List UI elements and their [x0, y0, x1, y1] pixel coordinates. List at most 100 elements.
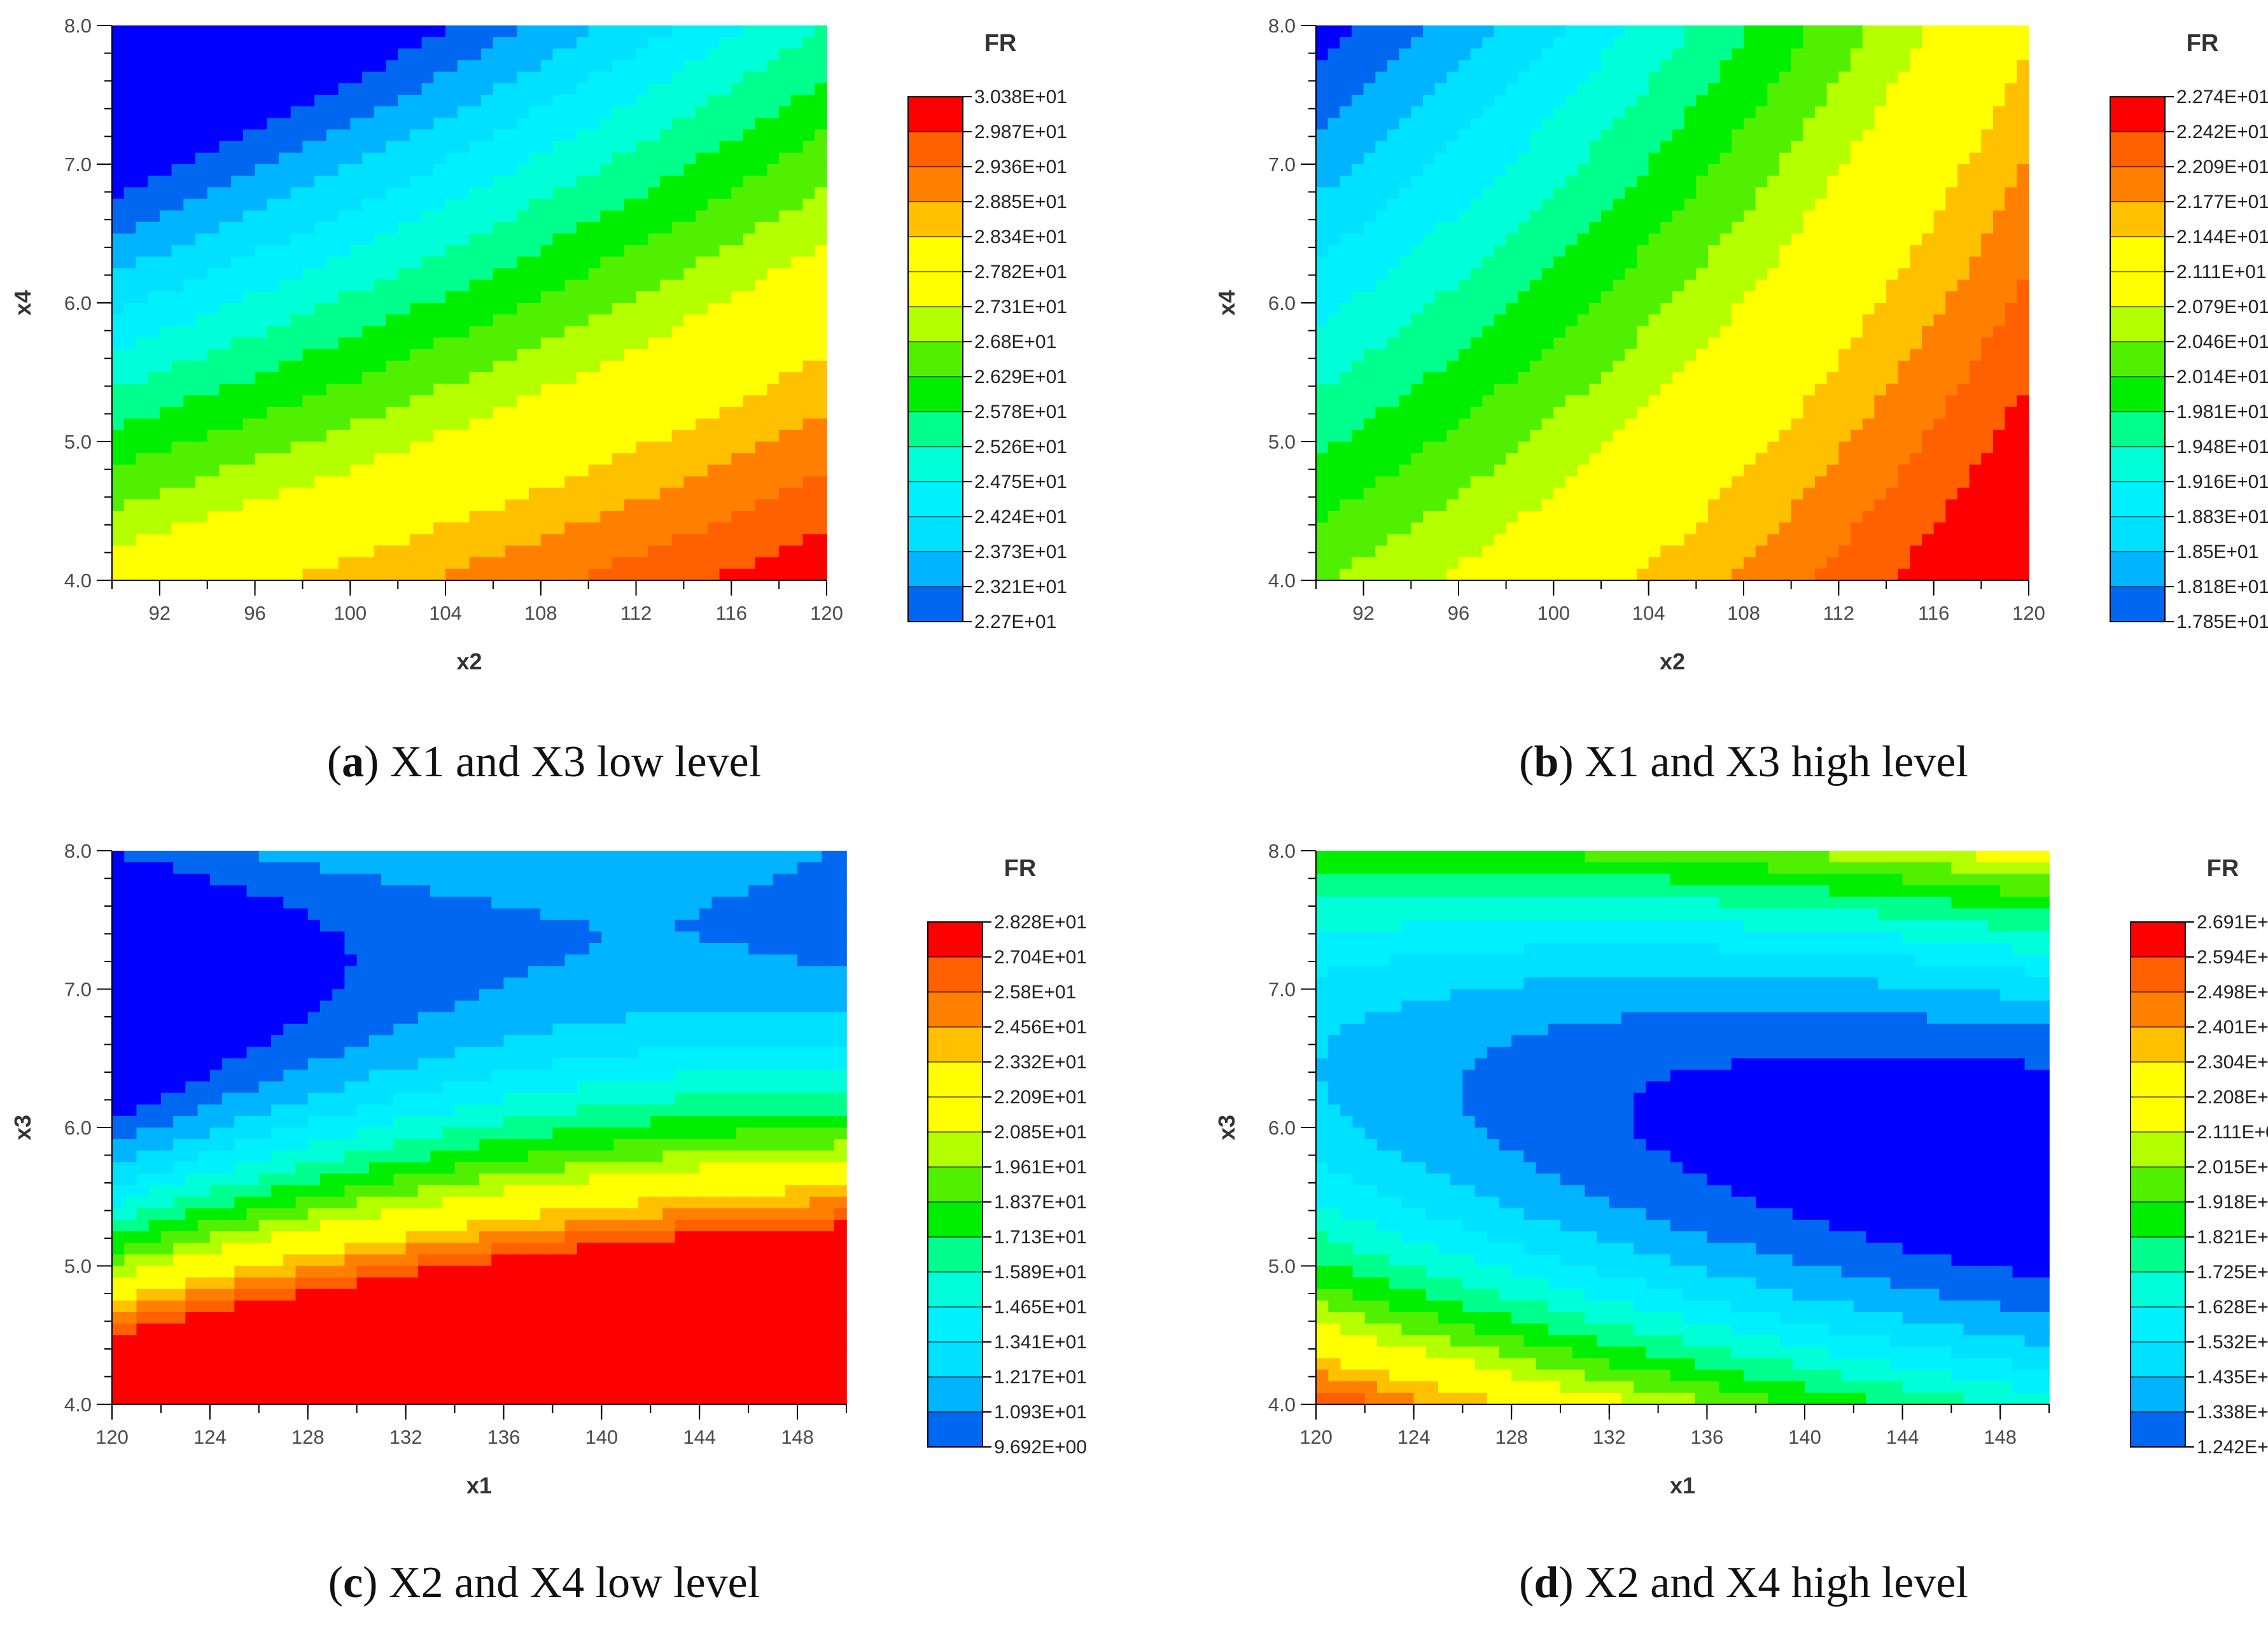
contour-cell — [290, 314, 304, 327]
contour-cell — [421, 48, 435, 61]
contour-cell — [815, 71, 827, 84]
contour-cell — [1470, 129, 1483, 142]
contour-cell — [529, 71, 542, 84]
contour-cell — [1826, 48, 1840, 61]
contour-cell — [1530, 83, 1543, 95]
contour-cell — [1684, 395, 1697, 408]
contour-cell — [183, 234, 196, 246]
contour-cell — [481, 418, 494, 431]
contour-cell — [219, 418, 232, 431]
contour-cell — [1459, 37, 1471, 50]
contour-cell — [1577, 129, 1590, 142]
contour-cell — [529, 37, 542, 50]
contour-cell — [2005, 395, 2018, 408]
contour-cell — [279, 234, 291, 246]
contour-cell — [1423, 187, 1436, 200]
contour-cell — [755, 349, 768, 361]
contour-cell — [1945, 360, 1958, 373]
contour-cell — [1708, 83, 1721, 95]
contour-cell — [1459, 210, 1471, 223]
contour-cell — [588, 557, 601, 569]
contour-cell — [1744, 25, 1756, 38]
contour-cell — [183, 511, 196, 523]
contour-cell — [1767, 95, 1780, 107]
contour-cell — [398, 522, 410, 535]
contour-cell — [696, 129, 708, 142]
contour-cell — [290, 384, 304, 396]
contour-cell — [1327, 199, 1341, 211]
contour-cell — [1803, 268, 1816, 281]
contour-cell — [659, 360, 673, 373]
contour-cell — [148, 129, 160, 142]
contour-cell — [1494, 187, 1507, 200]
contour-cell — [302, 83, 315, 95]
contour-cell — [445, 326, 458, 339]
contour-cell — [1803, 245, 1816, 258]
contour-cell — [242, 568, 256, 581]
contour-cell — [731, 210, 744, 223]
contour-cell — [326, 476, 339, 489]
contour-cell — [171, 221, 185, 234]
contour-cell — [302, 499, 315, 512]
contour-cell — [1969, 314, 1982, 327]
contour-cell — [207, 256, 220, 269]
contour-cell — [183, 279, 196, 292]
contour-cell — [767, 164, 780, 176]
legend-swatch — [907, 516, 963, 552]
contour-cell — [195, 337, 208, 350]
contour-cell — [719, 360, 732, 373]
contour-cell — [398, 476, 410, 489]
contour-cell — [171, 337, 185, 350]
contour-cell — [802, 245, 816, 258]
contour-cell — [207, 407, 220, 419]
contour-cell — [171, 256, 185, 269]
contour-cell — [136, 349, 148, 361]
contour-cell — [731, 337, 744, 350]
contour-cell — [457, 372, 470, 384]
contour-cell — [2017, 106, 2029, 119]
contour-cell — [517, 499, 529, 512]
contour-cell — [600, 152, 613, 165]
contour-cell — [671, 37, 685, 50]
contour-cell — [171, 164, 185, 176]
contour-cell — [398, 141, 410, 153]
contour-cell — [1589, 303, 1602, 315]
contour-cell — [1411, 349, 1424, 361]
contour-cell — [588, 464, 601, 477]
contour-cell — [1732, 152, 1744, 165]
contour-cell — [1470, 106, 1483, 119]
contour-cell — [1684, 256, 1697, 269]
contour-cell — [659, 429, 673, 442]
contour-cell — [1957, 384, 1970, 396]
contour-cell — [1637, 152, 1649, 165]
contour-cell — [540, 360, 554, 373]
contour-cell — [1922, 291, 1935, 304]
contour-cell — [1648, 164, 1662, 176]
contour-cell — [290, 522, 304, 535]
contour-cell — [1340, 141, 1352, 153]
contour-cell — [1446, 291, 1459, 304]
contour-cell — [481, 349, 494, 361]
contour-cell — [1755, 337, 1768, 350]
contour-cell — [195, 279, 208, 292]
contour-cell — [1755, 106, 1768, 119]
contour-cell — [1874, 291, 1887, 304]
contour-cell — [1327, 141, 1341, 153]
contour-cell — [267, 129, 279, 142]
contour-cell — [1494, 326, 1507, 339]
contour-cell — [1779, 337, 1792, 350]
contour-cell — [481, 511, 494, 523]
contour-cell — [136, 83, 148, 95]
contour-cell — [1541, 164, 1555, 176]
contour-cell — [123, 407, 137, 419]
contour-cell — [790, 314, 804, 327]
contour-cell — [1862, 48, 1875, 61]
contour-cell — [1933, 303, 1947, 315]
contour-cell — [659, 568, 673, 581]
contour-cell — [683, 464, 696, 477]
contour-cell — [1969, 349, 1982, 361]
contour-cell — [1601, 372, 1614, 384]
contour-cell — [1316, 129, 1329, 142]
contour-cell — [1577, 152, 1590, 165]
contour-cell — [350, 395, 363, 408]
